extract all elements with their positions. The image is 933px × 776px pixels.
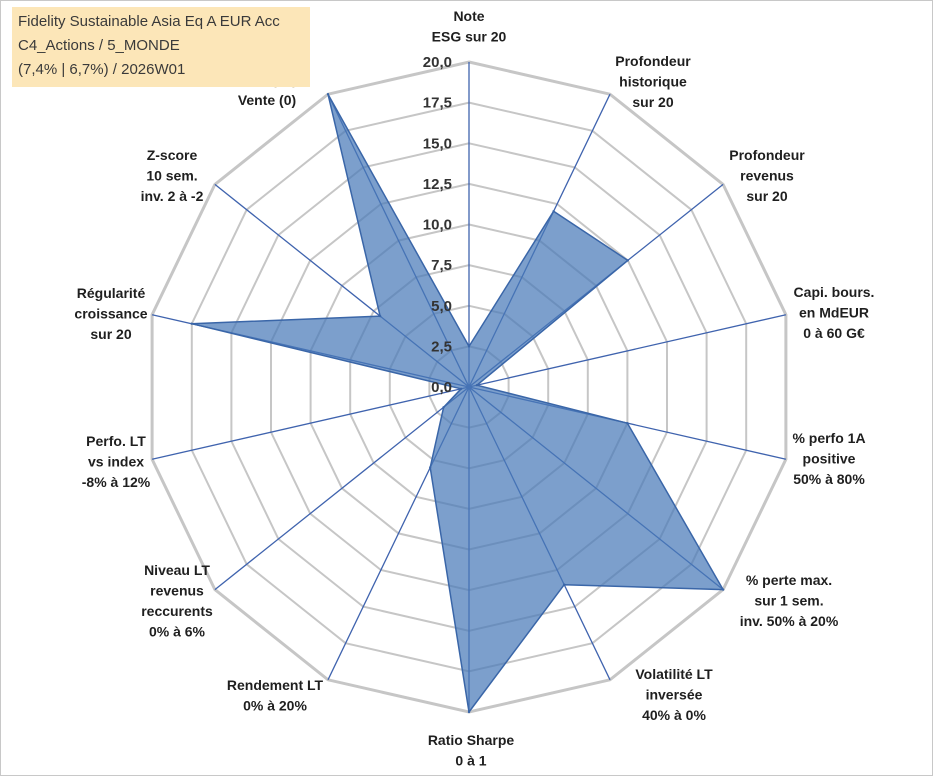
data-point-6 (563, 583, 566, 586)
axis-label-11: Régularité croissance sur 20 (74, 285, 147, 342)
tick-label: 7,5 (431, 257, 452, 274)
axis-label-line: sur 20 (90, 326, 131, 342)
fund-stats-week: (7,4% | 6,7%) / 2026W01 (18, 61, 186, 78)
data-point-5 (721, 588, 725, 591)
data-point-7 (467, 710, 471, 714)
axis-label-line: 0 à 60 G€ (803, 325, 865, 341)
axis-label-line: positive (803, 451, 856, 467)
data-point-8 (429, 466, 432, 469)
axis-label-line: historique (619, 74, 687, 90)
axis-label-5: % perte max. sur 1 sem. inv. 50% à 20% (740, 572, 839, 629)
axis-label-line: croissance (74, 306, 147, 322)
axis-label-line: inversée (646, 687, 703, 703)
axis-label-line: 0% à 6% (149, 624, 206, 640)
axis-label-line: Z-score (147, 147, 198, 163)
data-point-11 (190, 322, 193, 325)
axis-label-line: 0% à 20% (243, 698, 307, 714)
data-point-1 (552, 210, 555, 213)
axis-label-line: revenus (150, 583, 204, 599)
axis-label-8: Rendement LT 0% à 20% (227, 677, 324, 714)
axis-label-line: 10 sem. (146, 168, 197, 184)
data-point-3 (475, 384, 479, 387)
axis-label-0: Note ESG sur 20 (432, 8, 507, 45)
fund-name: Fidelity Sustainable Asia Eq A EUR Acc (18, 13, 280, 30)
axis-label-1: Profondeur historique sur 20 (615, 53, 691, 110)
axis-label-12: Z-score 10 sem. inv. 2 à -2 (141, 147, 204, 204)
axis-label-line: Capi. bours. (794, 284, 875, 300)
axis-label-line: Profondeur (729, 147, 805, 163)
fund-category: C4_Actions / 5_MONDE (18, 37, 180, 54)
data-point-10 (459, 387, 463, 390)
tick-label: 20,0 (423, 54, 452, 71)
axis-label-line: Régularité (77, 285, 146, 301)
tick-label: 2,5 (431, 338, 452, 355)
data-point-0 (467, 345, 471, 348)
data-point-13 (326, 93, 330, 96)
tick-label: 17,5 (423, 95, 452, 112)
axis-label-line: 0 à 1 (455, 753, 486, 769)
axis-label-line: vs index (88, 454, 144, 470)
axis-label-line: sur 1 sem. (754, 593, 823, 609)
axis-label-line: 50% à 80% (793, 471, 865, 487)
axis-label-line: Profondeur (615, 53, 691, 69)
axis-label-line: -8% à 12% (82, 474, 151, 490)
axis-label-3: Capi. bours. en MdEUR 0 à 60 G€ (794, 284, 875, 341)
axis-label-line: ESG sur 20 (432, 29, 507, 45)
axis-label-line: sur 20 (632, 94, 673, 110)
data-point-4 (626, 422, 629, 425)
spoke-10 (151, 386, 470, 460)
axis-label-line: sur 20 (746, 188, 787, 204)
axis-label-line: Volatilité LT (635, 666, 713, 682)
axis-label-line: % perte max. (746, 572, 832, 588)
tick-label: 10,0 (423, 217, 452, 234)
axis-label-line: inv. 50% à 20% (740, 613, 839, 629)
tick-layer: 0,0 2,5 5,0 7,5 10,0 12,5 15,0 17,5 20,0 (423, 54, 452, 396)
data-point-9 (442, 406, 445, 409)
axis-label-line: Perfo. LT (86, 433, 146, 449)
axis-label-line: Rendement LT (227, 677, 324, 693)
tick-label: 15,0 (423, 135, 452, 152)
axis-label-line: inv. 2 à -2 (141, 188, 204, 204)
label-layer: Note ESG sur 20 Profondeur historique sur 20… (74, 8, 874, 769)
axis-label-9: Niveau LT revenus reccurents 0% à 6% (141, 562, 213, 640)
axis-label-line: Note (453, 8, 484, 24)
tick-label: 0,0 (431, 379, 452, 396)
axis-label-line: Niveau LT (144, 562, 210, 578)
axis-label-4: % perfo 1A positive 50% à 80% (792, 430, 865, 487)
axis-label-line: % perfo 1A (792, 430, 865, 446)
axis-label-7: Ratio Sharpe 0 à 1 (428, 732, 515, 769)
spoke-9 (214, 386, 470, 591)
axis-label-line: Ratio Sharpe (428, 732, 515, 748)
axis-label-line: Vente (0) (238, 92, 296, 108)
tick-label: 12,5 (423, 176, 452, 193)
axis-label-line: 40% à 0% (642, 707, 706, 723)
axis-label-2: Profondeur revenus sur 20 (729, 147, 805, 204)
data-point-12 (378, 314, 382, 318)
axis-label-6: Volatilité LT inversée 40% à 0% (635, 666, 713, 723)
spoke-3 (468, 314, 787, 388)
data-point-2 (626, 259, 629, 262)
fund-title-box: Fidelity Sustainable Asia Eq A EUR Acc C… (12, 7, 310, 87)
axis-label-line: revenus (740, 168, 794, 184)
axis-label-line: reccurents (141, 603, 213, 619)
axis-label-10: Perfo. LT vs index -8% à 12% (82, 433, 151, 490)
tick-label: 5,0 (431, 298, 452, 315)
axis-label-line: en MdEUR (799, 305, 869, 321)
series-layer (190, 93, 725, 714)
